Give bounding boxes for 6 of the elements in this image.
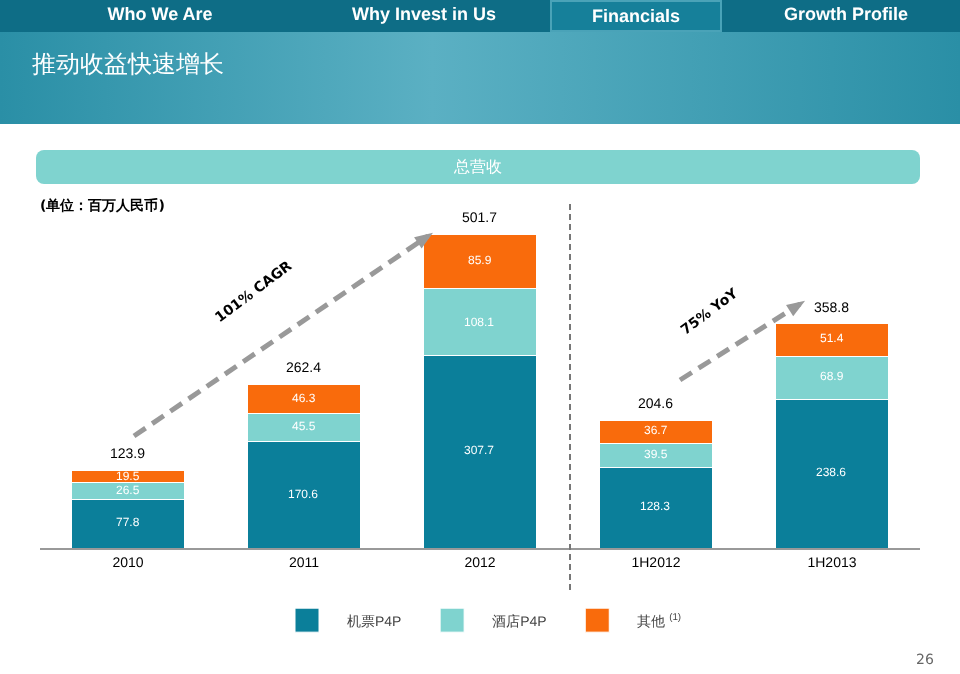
chart-subtitle: 总营收: [36, 150, 920, 184]
text: Financials: [549, 0, 723, 32]
text: Why Invest in Us: [351, 4, 497, 24]
text: Who We Are: [107, 4, 213, 24]
text: Growth Profile: [783, 4, 909, 24]
chart-title: 推动收益快速增长: [32, 48, 224, 82]
